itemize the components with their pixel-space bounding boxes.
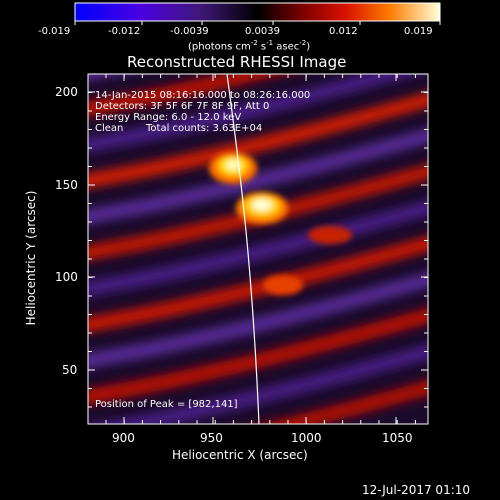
- y-tick-label: 150: [55, 178, 78, 192]
- x-tick-label: 1000: [291, 431, 322, 445]
- colorbar-ticks: [74, 21, 441, 25]
- plot-title: Reconstructed RHESSI Image: [127, 53, 347, 71]
- colorbar: [74, 2, 441, 25]
- fringe-band: [88, 92, 428, 189]
- fringe-band: [88, 74, 122, 81]
- solar-limb-line: [226, 74, 260, 424]
- peak-position-text: Position of Peak = [982,141]: [95, 399, 238, 410]
- energy-range-text: Energy Range: 6.0 - 12.0 keV: [95, 112, 242, 123]
- fringe-band: [88, 272, 428, 369]
- source-blob: [308, 226, 352, 244]
- plot-frame: [87, 73, 429, 425]
- detectors-text: Detectors: 3F 5F 6F 7F 8F 9F, Att 0: [95, 101, 270, 112]
- source-blob: [252, 199, 272, 211]
- fringe-band: [262, 380, 428, 424]
- colorbar-tick-label: -0.012: [108, 26, 141, 37]
- x-tick-label: 1050: [382, 431, 413, 445]
- fringe-band: [88, 74, 418, 153]
- footer-date: 12-Jul-2017 01:10: [362, 483, 471, 497]
- image-data: [88, 74, 428, 424]
- colorbar-tick-label: 0.019: [404, 26, 433, 37]
- algorithm-text: Clean: [95, 123, 124, 134]
- x-tick-label: 900: [112, 431, 135, 445]
- source-blob: [226, 160, 240, 170]
- colorbar-tick-label: -0.019: [38, 26, 71, 37]
- total-counts-text: Total counts: 3.63E+04: [146, 123, 263, 134]
- colorbar-gradient: [74, 2, 441, 22]
- axis-ticks: [88, 74, 428, 424]
- y-axis-label: Heliocentric Y (arcsec): [24, 190, 38, 326]
- y-tick-label: 200: [55, 85, 78, 99]
- fringe-band: [88, 128, 428, 225]
- fringe-band: [88, 308, 428, 405]
- x-axis-label: Heliocentric X (arcsec): [172, 448, 308, 462]
- time-range-text: 14-Jan-2015 08:16:16.000 to 08:26:16.000: [95, 90, 311, 101]
- colorbar-unit-label: (photons cm-2 s-1 asec-2): [188, 39, 311, 53]
- colorbar-tick-label: 0.0039: [245, 26, 280, 37]
- y-tick-label: 100: [55, 270, 78, 284]
- colorbar-tick-label: 0.012: [329, 26, 358, 37]
- x-tick-label: 950: [200, 431, 223, 445]
- fringe-band: [88, 200, 428, 297]
- colorbar-tick-label: -0.0039: [170, 26, 209, 37]
- fringe-band: [88, 74, 283, 117]
- y-tick-label: 50: [62, 363, 78, 377]
- fringe-band: [88, 236, 428, 333]
- source-blob: [263, 275, 303, 295]
